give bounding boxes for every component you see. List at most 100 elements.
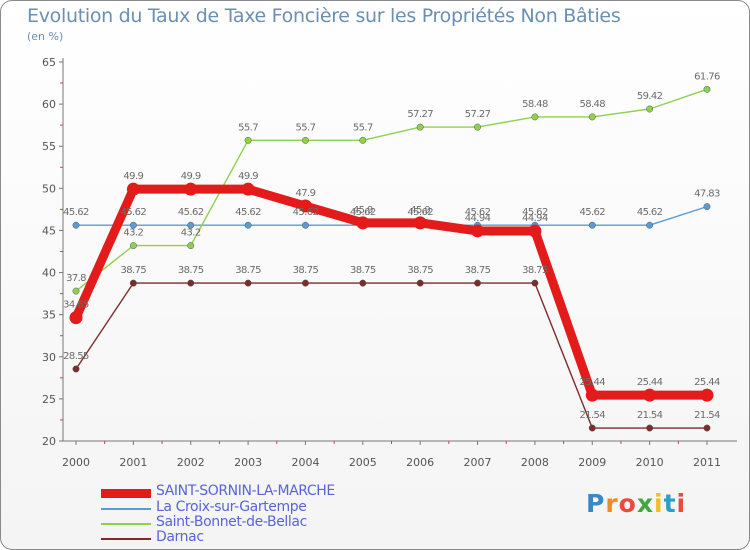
data-label: 38.75 [522,265,548,276]
y-tick-label: 45 [42,224,56,237]
x-tick-label: 2000 [62,456,90,469]
data-label: 57.27 [407,109,433,120]
y-tick-label: 35 [42,309,56,322]
legend-swatch [101,523,151,525]
data-label: 49.9 [238,171,258,182]
data-label: 25.44 [579,377,605,388]
data-point [359,136,367,144]
data-label: 57.27 [465,109,491,120]
data-point [474,279,481,287]
data-label: 28.55 [63,351,89,362]
data-label: 47.83 [694,189,720,200]
x-tick-label: 2008 [521,456,549,469]
axes: 20 25 30 35 40 45 50 55 60 65 2000 2001 2002 2003 2004… [42,56,737,469]
data-point [471,224,485,238]
x-tick-label: 2006 [406,456,434,469]
data-point [187,221,195,229]
brand-letter: x [636,489,654,518]
data-label: 45.62 [522,207,548,218]
data-label: 25.44 [637,377,663,388]
data-point [703,85,711,93]
legend-swatch [101,538,151,540]
y-tick-label: 60 [42,98,56,111]
data-labels: 45.62 45.62 45.62 45.62 45.62 45.62 45.62 45.62… [63,71,720,421]
data-label: 49.9 [123,171,143,182]
data-label: 45.62 [407,207,433,218]
data-point [244,136,252,144]
data-label: 38.75 [235,265,261,276]
data-point [184,182,198,196]
data-label: 38.75 [121,265,147,276]
data-label: 58.48 [522,99,548,110]
data-point [646,221,654,229]
brand-letter: i [654,489,664,518]
legend-label: Saint-Bonnet-de-Bellac [156,514,307,530]
data-label: 44.94 [522,213,548,224]
data-point [241,182,255,196]
y-tick-label: 50 [42,182,56,195]
data-label: 43.2 [123,228,143,239]
data-label: 45.62 [121,207,147,218]
data-label: 45.62 [63,207,89,218]
data-label: 55.7 [238,122,258,133]
data-point [416,279,424,287]
y-tick-label: 20 [42,435,56,448]
data-label: 38.75 [178,265,204,276]
series-line-0 [71,184,712,400]
x-tick-label: 2001 [119,456,147,469]
data-label: 44.94 [465,213,491,224]
y-tick-label: 40 [42,267,56,280]
brand-letter: i [676,489,687,518]
x-tick-label: 2010 [636,456,664,469]
data-label: 61.76 [694,71,720,82]
data-point [646,105,654,113]
x-tick-label: 2007 [464,456,492,469]
data-point [413,216,427,230]
data-label: 45.62 [293,207,319,218]
data-point [474,123,481,131]
data-label: 38.75 [407,265,433,276]
x-tick-label: 2005 [349,456,377,469]
data-point [126,182,140,196]
series-line-2 [75,88,708,292]
data-point [585,388,599,402]
brand-letter: r [605,489,619,518]
data-label: 37.8 [66,273,86,284]
data-point [531,279,539,287]
data-point [72,221,80,229]
data-label: 59.42 [637,91,663,102]
legend-label: SAINT-SORNIN-LA-MARCHE [156,483,335,499]
data-label: 49.9 [181,171,201,182]
data-point [703,203,711,211]
legend-label: Darnac [156,529,204,545]
data-label: 47.9 [296,188,316,199]
legend-swatch [101,489,151,498]
y-axis-unit: (en %) [27,30,64,43]
brand-letter: t [663,489,677,518]
series-line-3 [75,282,708,429]
legend-swatch [101,508,151,510]
data-point [356,216,370,230]
brand-letter: o [618,489,637,518]
data-point [700,388,714,402]
data-point [72,365,80,373]
data-point [588,113,596,121]
data-label: 21.54 [637,410,663,421]
data-label: 58.48 [579,99,605,110]
data-point [69,311,83,325]
legend-label: La Croix-sur-Gartempe [156,499,307,515]
data-label: 38.75 [350,265,376,276]
chart-title: Evolution du Taux de Taxe Foncière sur l… [27,5,621,27]
data-point [703,424,711,432]
data-label: 45.62 [579,207,605,218]
data-label: 45.9 [353,205,373,216]
data-point [643,388,657,402]
data-label: 38.75 [293,265,319,276]
data-label: 45.9 [410,205,430,216]
data-point [129,279,137,287]
x-tick-label: 2004 [291,456,319,469]
data-point [129,242,137,250]
data-point [187,279,195,287]
